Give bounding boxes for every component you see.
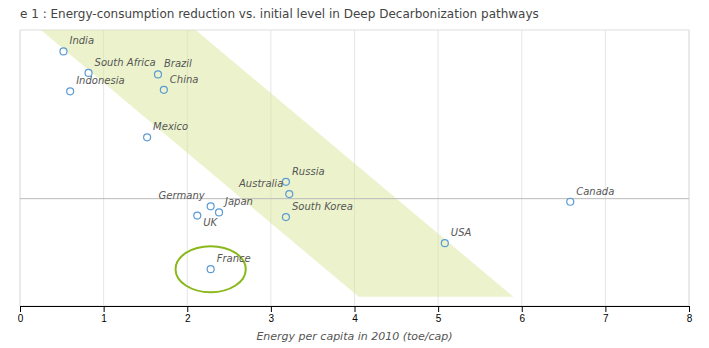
grid-line [521,30,522,306]
x-tick-mark [355,306,356,312]
point-labels: IndiaSouth Africa Indonesia Brazil China Mex… [69,35,614,264]
x-tick-mark [20,306,21,312]
x-tick-mark [522,306,523,312]
x-tick-label: 5 [436,313,442,324]
point-label: UK [203,217,218,228]
x-tick: 0 [18,306,24,324]
grid-line [605,30,606,306]
point-label: South Africa [95,57,156,68]
point-label: Australia [238,178,283,189]
x-tick-label: 4 [352,313,358,324]
point [67,88,74,95]
point-label: India [69,35,94,46]
x-axis: 0 1 2 3 4 5 6 7 8 [18,306,693,324]
band [41,30,513,297]
point-label: Indonesia [76,75,124,86]
point [194,212,201,219]
x-tick: 1 [101,306,107,324]
x-axis-title: Energy per capita in 2010 (toe/cap) [256,330,452,343]
point [282,214,289,221]
point-label: Germany [159,190,206,201]
x-tick-label: 2 [185,313,191,324]
marks [20,30,689,297]
x-tick-mark [689,306,690,312]
point [207,266,214,273]
x-tick-label: 8 [687,313,693,324]
x-tick-mark [104,306,105,312]
point-label: Russia [292,166,325,177]
x-tick-label: 1 [101,313,107,324]
point [567,198,574,205]
point [286,191,293,198]
x-tick-label: 0 [18,313,24,324]
x-tick-mark [271,306,272,312]
point [144,134,151,141]
point [282,178,289,185]
x-axis-line [21,307,690,313]
grid [20,30,689,306]
point-label: Japan [223,196,253,207]
point-label: France [217,253,251,264]
chart: 0 1 2 3 4 5 6 7 8 IndiaSouth Africa Indonesia Brazi… [0,0,709,348]
x-tick: 3 [269,306,275,324]
x-tick-label: 3 [269,313,275,324]
plot-frame [20,30,689,306]
point-label: China [170,74,199,85]
x-tick-mark [438,306,439,312]
x-tick: 5 [436,306,442,324]
x-tick: 2 [185,306,191,324]
x-tick-label: 7 [603,313,609,324]
title: e 1 : Energy-consumption reduction vs. i… [20,7,539,21]
point-label: South Korea [292,201,353,212]
grid-line [689,30,690,306]
zero-line [20,198,689,199]
x-tick-mark [605,306,606,312]
x-tick: 8 [687,306,693,324]
point [60,48,67,55]
point-label: Canada [576,186,614,197]
x-tick: 6 [519,306,525,324]
point-label: USA [451,227,472,238]
grid-line [20,30,21,306]
point [441,240,448,247]
point-label: Mexico [153,121,188,132]
point [154,71,161,78]
point [160,86,167,93]
point [216,209,223,216]
plot: 0 1 2 3 4 5 6 7 8 IndiaSouth Africa Indonesia Brazi… [18,30,693,324]
x-tick-label: 6 [519,313,525,324]
point [207,203,214,210]
point-label: Brazil [164,58,192,69]
x-tick: 4 [352,306,358,324]
x-tick-mark [187,306,188,312]
x-tick: 7 [603,306,609,324]
